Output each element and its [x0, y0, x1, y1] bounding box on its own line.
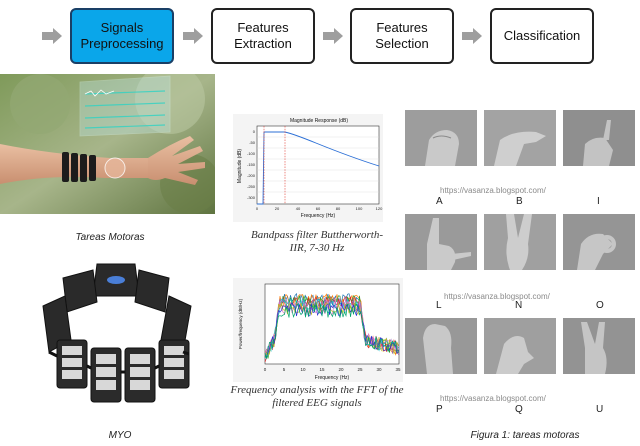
- svg-text:-200: -200: [247, 173, 256, 178]
- hand-label-u: U: [596, 404, 604, 415]
- hand-photo-a: [405, 110, 477, 166]
- svg-text:-250: -250: [247, 184, 256, 189]
- fft-plot-xlabel: Frequency (Hz): [315, 375, 350, 381]
- caption-arm: Tareas Motoras: [75, 232, 145, 243]
- hand-label-a: A: [436, 196, 443, 207]
- svg-text:30: 30: [376, 367, 382, 372]
- svg-text:20: 20: [338, 367, 344, 372]
- fft-channel-trace: [264, 299, 399, 356]
- caption-fft: Frequency analysis with the FFT of the f…: [230, 384, 404, 409]
- stage-classification: Classification: [490, 8, 594, 64]
- svg-text:-100: -100: [247, 151, 256, 156]
- stage-signals-preprocessing: Signals Preprocessing: [70, 8, 174, 64]
- fft-channel-trace: [264, 301, 399, 357]
- svg-text:20: 20: [275, 206, 280, 211]
- svg-text:60: 60: [316, 206, 321, 211]
- hand-photo-p: [405, 318, 477, 374]
- filter-plot-ylabel: Magnitude (dB): [237, 149, 243, 184]
- hand-photo-u: [563, 318, 635, 374]
- hand-label-p: P: [436, 404, 443, 415]
- svg-text:25: 25: [357, 367, 363, 372]
- filter-response-plot: Magnitude Response (dB) 0 -50 -100 -150 …: [233, 114, 383, 222]
- arrow-right-icon: [323, 28, 343, 44]
- fft-channel-trace: [264, 302, 399, 358]
- hand-label-l: L: [436, 300, 442, 311]
- hand-label-n: N: [515, 300, 523, 311]
- hand-label-o: O: [596, 300, 604, 311]
- watermark-1: https://vasanza.blogspot.com/: [440, 186, 546, 195]
- hand-photo-q: [484, 318, 556, 374]
- svg-text:0: 0: [253, 129, 256, 134]
- filter-plot-xlabel: Frequency (Hz): [301, 213, 336, 219]
- svg-text:120: 120: [376, 206, 383, 211]
- caption-myo: MYO: [108, 430, 132, 441]
- svg-text:5: 5: [283, 367, 286, 372]
- svg-text:-300: -300: [247, 195, 256, 200]
- svg-text:100: 100: [356, 206, 363, 211]
- fft-channel-trace: [264, 302, 399, 359]
- hand-label-i: I: [597, 196, 600, 207]
- stage-features-selection: Features Selection: [350, 8, 454, 64]
- hand-photo-o: [563, 214, 635, 270]
- svg-text:0: 0: [264, 367, 267, 372]
- arm-photo: [0, 74, 215, 214]
- svg-text:40: 40: [296, 206, 301, 211]
- arrow-right-icon: [183, 28, 203, 44]
- fft-plot: 0 5 10 15 20 25 30 35 Frequency (Hz) Pow…: [233, 278, 403, 382]
- svg-text:15: 15: [319, 367, 325, 372]
- svg-text:80: 80: [336, 206, 341, 211]
- hand-photo-n: [484, 214, 556, 270]
- caption-filter: Bandpass filter Buttherworth- IIR, 7-30 …: [251, 229, 383, 254]
- hand-photo-l: [405, 214, 477, 270]
- caption-hands: Figura 1: tareas motoras: [470, 430, 580, 441]
- fft-channel-trace: [264, 293, 399, 356]
- myo-device: [42, 263, 192, 403]
- stage-features-extraction: Features Extraction: [211, 8, 315, 64]
- fft-plot-ylabel: Power/frequency (dB/Hz): [238, 298, 243, 349]
- hand-label-q: Q: [515, 404, 523, 415]
- svg-text:-50: -50: [249, 140, 256, 145]
- svg-text:0: 0: [256, 206, 259, 211]
- svg-text:-150: -150: [247, 162, 256, 167]
- filter-plot-title: Magnitude Response (dB): [290, 118, 348, 124]
- hand-photo-b: [484, 110, 556, 166]
- watermark-3: https://vasanza.blogspot.com/: [440, 394, 546, 403]
- arrow-right-icon: [42, 28, 62, 44]
- svg-text:10: 10: [300, 367, 306, 372]
- hand-label-b: B: [516, 196, 523, 207]
- svg-text:35: 35: [395, 367, 401, 372]
- watermark-2: https://vasanza.blogspot.com/: [444, 292, 550, 301]
- hand-photo-i: [563, 110, 635, 166]
- arrow-right-icon: [462, 28, 482, 44]
